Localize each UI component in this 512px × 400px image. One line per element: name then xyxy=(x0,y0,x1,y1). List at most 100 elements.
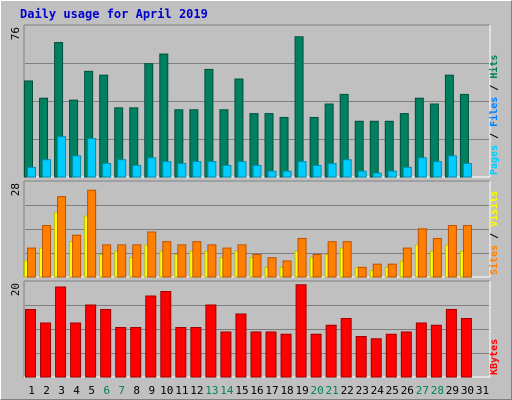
bar-sites xyxy=(117,244,127,278)
bar-sites xyxy=(207,244,217,278)
x-tick-label: 24 xyxy=(371,384,385,397)
x-tick-label: 16 xyxy=(250,384,263,397)
x-tick-label: 12 xyxy=(190,384,203,397)
legend-visits: Visits xyxy=(488,191,500,227)
bar-sites xyxy=(342,241,352,278)
x-tick-label: 20 xyxy=(311,384,324,397)
bar-pages xyxy=(327,163,337,178)
x-tick-label: 18 xyxy=(280,384,293,397)
bar-pages xyxy=(312,164,322,178)
bar-pages xyxy=(342,159,352,178)
x-tick-label: 10 xyxy=(160,384,173,397)
bar-kbytes xyxy=(340,318,352,378)
bar-pages xyxy=(87,138,97,178)
bar-sites xyxy=(387,263,397,278)
bar-sites xyxy=(147,231,157,278)
x-tick-label: 29 xyxy=(446,384,459,397)
bar-sites xyxy=(252,254,262,278)
bar-pages xyxy=(357,170,367,178)
bar-kbytes xyxy=(100,309,112,378)
bar-pages xyxy=(387,170,397,178)
bar-pages xyxy=(117,159,127,178)
x-tick-label: 25 xyxy=(386,384,399,397)
bar-pages xyxy=(297,161,307,178)
bar-hits xyxy=(354,120,364,178)
label-separator: / xyxy=(489,79,500,97)
bar-kbytes xyxy=(220,331,232,378)
x-tick-label: 13 xyxy=(205,384,218,397)
bar-kbytes xyxy=(295,284,307,378)
bar-hits xyxy=(294,36,304,178)
bar-kbytes xyxy=(385,333,397,378)
bar-sites xyxy=(162,241,172,278)
bar-kbytes xyxy=(25,309,36,378)
bar-hits xyxy=(369,120,379,178)
bar-kbytes xyxy=(415,322,427,378)
bar-pages xyxy=(447,155,457,178)
x-tick-label: 14 xyxy=(220,384,234,397)
bar-kbytes xyxy=(40,322,52,378)
bar-sites xyxy=(327,241,337,278)
bar-hits xyxy=(264,113,274,178)
x-tick-label: 9 xyxy=(148,384,155,397)
legend-kbytes: KBytes xyxy=(489,339,500,375)
x-tick-label: 5 xyxy=(88,384,95,397)
bar-pages xyxy=(132,164,142,178)
bar-kbytes xyxy=(160,291,172,378)
bar-sites xyxy=(57,196,67,278)
chart-title: Daily usage for April 2019 xyxy=(20,7,208,21)
bar-sites xyxy=(432,237,442,278)
right-axis-label: Sites / Visits xyxy=(488,191,500,275)
legend-pages: Pages xyxy=(489,145,500,175)
x-tick-label: 23 xyxy=(356,384,369,397)
bar-kbytes xyxy=(445,309,457,378)
bar-pages xyxy=(27,166,36,178)
bar-pages xyxy=(432,161,442,178)
bar-hits xyxy=(279,116,289,178)
bar-pages xyxy=(207,161,217,178)
x-tick-label: 19 xyxy=(295,384,308,397)
bar-sites xyxy=(462,225,472,278)
x-tick-label: 11 xyxy=(175,384,188,397)
bar-kbytes xyxy=(70,322,82,378)
bar-pages xyxy=(267,170,277,178)
bar-kbytes xyxy=(325,324,337,378)
bar-kbytes xyxy=(130,327,142,378)
bar-kbytes xyxy=(250,331,262,378)
x-tick-label: 21 xyxy=(326,384,339,397)
bar-sites xyxy=(357,266,367,278)
bar-hits xyxy=(99,74,109,178)
x-tick-label: 31 xyxy=(476,384,489,397)
bar-pages xyxy=(402,166,412,178)
bar-pages xyxy=(177,163,187,178)
x-tick-label: 26 xyxy=(401,384,414,397)
bar-sites xyxy=(87,189,97,278)
x-tick-label: 1 xyxy=(28,384,35,397)
bar-sites xyxy=(372,263,382,278)
bar-kbytes xyxy=(430,324,442,378)
x-tick-label: 6 xyxy=(103,384,110,397)
x-tick-label: 2 xyxy=(43,384,50,397)
bar-hits xyxy=(384,120,394,178)
bar-pages xyxy=(282,170,292,178)
bar-kbytes xyxy=(175,327,187,378)
bar-sites xyxy=(417,228,427,278)
bar-hits xyxy=(159,53,169,178)
bar-hits xyxy=(204,68,214,178)
bar-kbytes xyxy=(205,304,217,378)
bar-sites xyxy=(267,257,277,278)
bar-pages xyxy=(42,159,52,178)
y-max-label: 28 xyxy=(9,183,22,196)
bar-sites xyxy=(282,260,292,278)
right-axis-label: KBytes xyxy=(489,339,500,375)
bar-sites xyxy=(222,247,232,278)
x-tick-label: 30 xyxy=(461,384,474,397)
bar-kbytes xyxy=(370,338,382,378)
bar-kbytes xyxy=(55,286,67,378)
legend-files: Files xyxy=(488,97,500,127)
bar-kbytes xyxy=(190,327,202,378)
bar-kbytes xyxy=(460,318,472,378)
label-separator: / xyxy=(489,227,500,245)
x-tick-label: 28 xyxy=(431,384,444,397)
